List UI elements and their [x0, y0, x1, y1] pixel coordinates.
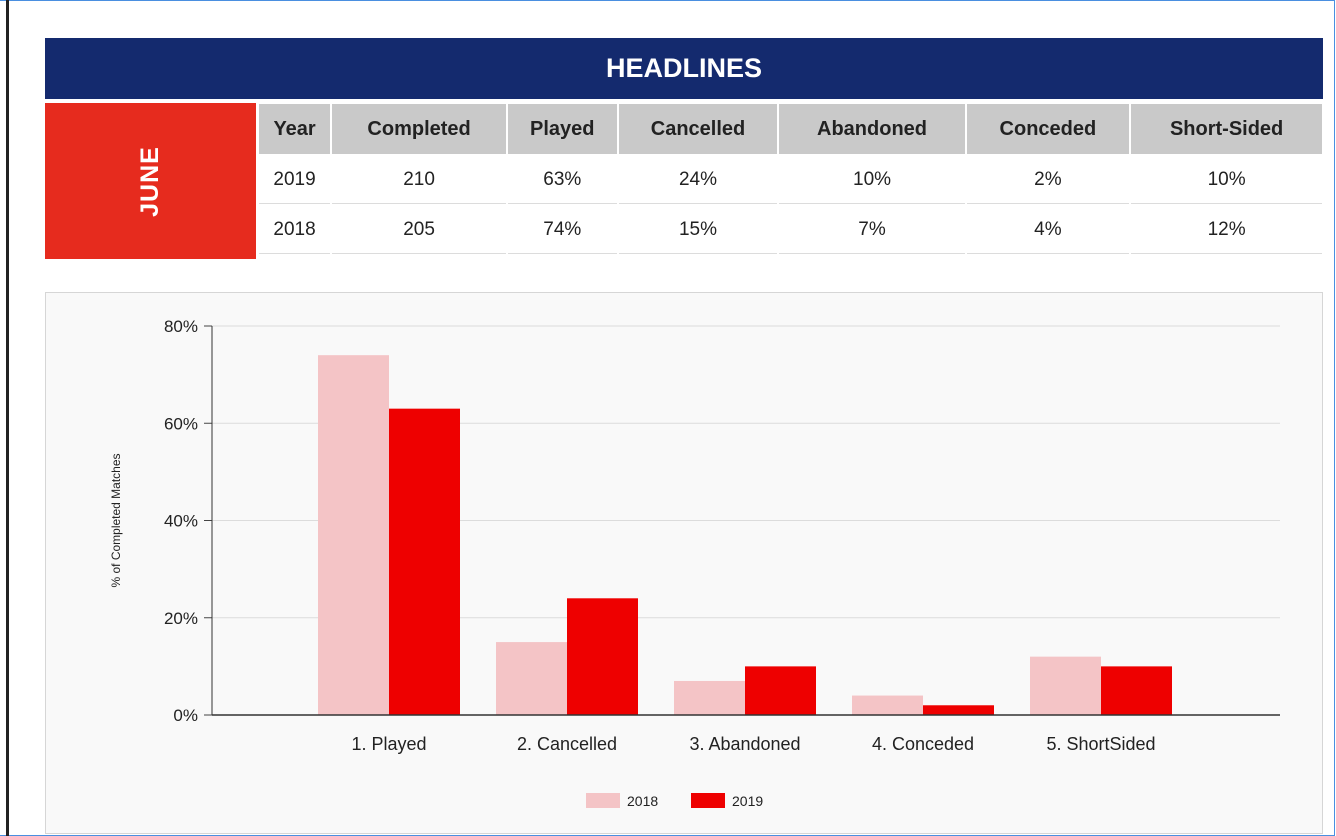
table-cell: 12%: [1131, 206, 1322, 254]
bar-2018: [674, 680, 745, 715]
table-cell: 7%: [779, 206, 965, 254]
column-header-abandoned: Abandoned: [779, 104, 965, 154]
column-header-played: Played: [508, 104, 617, 154]
month-label: JUNE: [136, 145, 164, 217]
headlines-title: HEADLINES: [45, 38, 1323, 99]
table-row: 2019 210 63% 24% 10% 2% 10%: [259, 156, 1322, 204]
column-header-short-sided: Short-Sided: [1131, 104, 1322, 154]
bar-chart: 0% 20% 40% 60% 80% 1. Played 2. Cancelled 3. Ab…: [109, 317, 1280, 809]
legend-label: 2018: [627, 793, 658, 809]
legend-swatch: [586, 793, 620, 808]
table-cell: 4%: [966, 206, 1130, 254]
table-header-row: Year Completed Played Cancelled Abandone…: [259, 104, 1322, 154]
bar-2018: [496, 642, 567, 715]
y-tick-label: 0%: [173, 706, 198, 725]
column-header-cancelled: Cancelled: [618, 104, 778, 154]
legend-label: 2019: [732, 793, 763, 809]
month-label-cell: JUNE: [45, 103, 256, 259]
bar-2018: [1030, 656, 1101, 715]
headline-table: Year Completed Played Cancelled Abandone…: [257, 102, 1324, 256]
bar-2019: [745, 666, 816, 715]
axes: 0% 20% 40% 60% 80% 1. Played 2. Cancelled 3. Ab…: [164, 317, 1280, 754]
legend-swatch: [691, 793, 725, 808]
table-cell: 2018: [259, 206, 331, 254]
bar-2019: [1101, 666, 1172, 715]
bar-2019: [389, 408, 460, 715]
bar-2018: [318, 355, 389, 715]
table-cell: 63%: [508, 156, 617, 204]
table-cell: 2%: [966, 156, 1130, 204]
table-cell: 205: [332, 206, 507, 254]
table-cell: 10%: [1131, 156, 1322, 204]
column-header-completed: Completed: [332, 104, 507, 154]
x-category-label: 2. Cancelled: [517, 734, 617, 754]
chart-panel: 0% 20% 40% 60% 80% 1. Played 2. Cancelled 3. Ab…: [45, 292, 1323, 834]
table-cell: 15%: [618, 206, 778, 254]
table-cell: 74%: [508, 206, 617, 254]
x-category-label: 1. Played: [351, 734, 426, 754]
column-header-conceded: Conceded: [966, 104, 1130, 154]
y-tick-label: 20%: [164, 609, 198, 628]
table-cell: 10%: [779, 156, 965, 204]
x-category-label: 3. Abandoned: [689, 734, 800, 754]
table-cell: 210: [332, 156, 507, 204]
table-cell: 24%: [618, 156, 778, 204]
bar-group: [318, 355, 1172, 715]
x-category-label: 5. ShortSided: [1046, 734, 1155, 754]
y-axis-title: % of Completed Matches: [109, 453, 123, 587]
y-tick-label: 80%: [164, 317, 198, 336]
y-tick-label: 40%: [164, 512, 198, 531]
x-category-label: 4. Conceded: [872, 734, 974, 754]
y-tick-label: 60%: [164, 414, 198, 433]
table-row: 2018 205 74% 15% 7% 4% 12%: [259, 206, 1322, 254]
bar-2018: [852, 695, 923, 715]
legend: 2018 2019: [586, 793, 763, 809]
table-cell: 2019: [259, 156, 331, 204]
bar-2019: [567, 598, 638, 715]
column-header-year: Year: [259, 104, 331, 154]
left-border-rule: [6, 0, 9, 836]
bar-2019: [923, 705, 994, 715]
